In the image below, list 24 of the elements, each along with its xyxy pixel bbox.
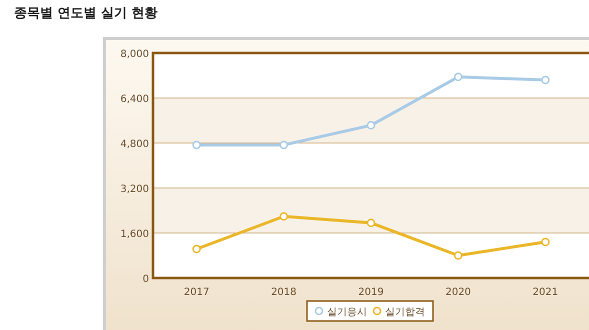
y-tick-label: 3,200 [120,184,149,195]
y-tick-label: 1,600 [120,229,149,240]
point [366,218,376,228]
x-tick-label: 2018 [271,287,297,298]
chart-title: 종목별 연도별 실기 현황 [14,6,158,21]
point [280,212,288,221]
y-tick-label: 4,800 [120,139,149,150]
point [192,244,201,254]
x-tick-label: 2021 [532,287,558,298]
legend-label: 실기합격 [385,307,425,318]
y-tick-label: 0 [142,274,149,285]
y-tick-label: 8,000 [120,49,149,60]
point [454,251,462,260]
point [454,72,462,82]
y-tick-label: 6,400 [120,94,149,105]
x-tick-label: 2017 [184,287,210,298]
x-tick-label: 2020 [445,287,471,298]
x-tick-label: 2019 [358,287,384,298]
legend-label: 실기응시 [327,307,367,318]
point [366,121,376,130]
point [541,238,550,246]
point [541,76,550,84]
point [192,140,201,150]
point [280,140,288,150]
